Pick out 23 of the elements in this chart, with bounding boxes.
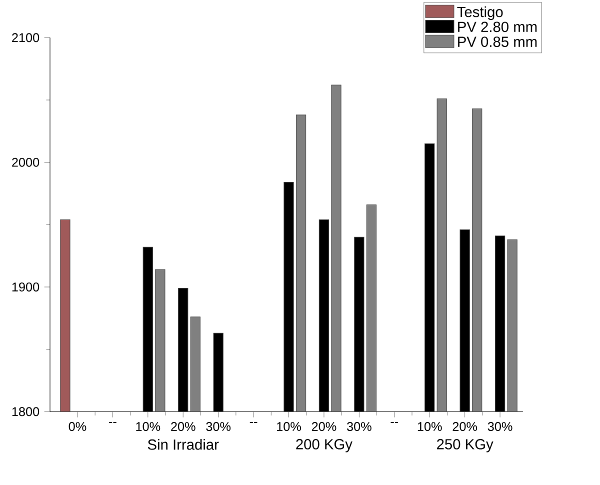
text: Sin Irradiar [148, 439, 219, 450]
x-tick-label: 30% [488, 422, 512, 432]
x-tick-label: 20% [452, 422, 478, 432]
x-tick-label: 10% [277, 422, 301, 432]
y-tick-label: 2000 [12, 158, 40, 167]
x-tick-label: 10% [136, 422, 160, 432]
text: 200 KGy [296, 439, 352, 452]
x-tick-label: -- [109, 422, 116, 424]
y-tick-label: 1900 [12, 282, 40, 292]
text: 250 KGy [437, 439, 494, 452]
x-tick-label: 20% [312, 422, 336, 432]
x-tick-label: -- [250, 422, 258, 424]
legend-label: PV 0.85 mm [458, 36, 537, 47]
x-tick-label: 20% [171, 422, 196, 432]
x-tick-label: -- [390, 422, 398, 424]
y-tick-label: 1800 [12, 407, 40, 416]
x-tick-label: 0% [68, 422, 86, 432]
x-tick-label: 10% [418, 422, 442, 432]
legend-label: Testigo [457, 6, 503, 20]
legend-label: PV 2.80 mm [458, 22, 537, 32]
x-tick-label: 30% [206, 422, 231, 432]
y-tick-label: 2100 [12, 33, 40, 42]
x-tick-label: 30% [346, 422, 372, 432]
